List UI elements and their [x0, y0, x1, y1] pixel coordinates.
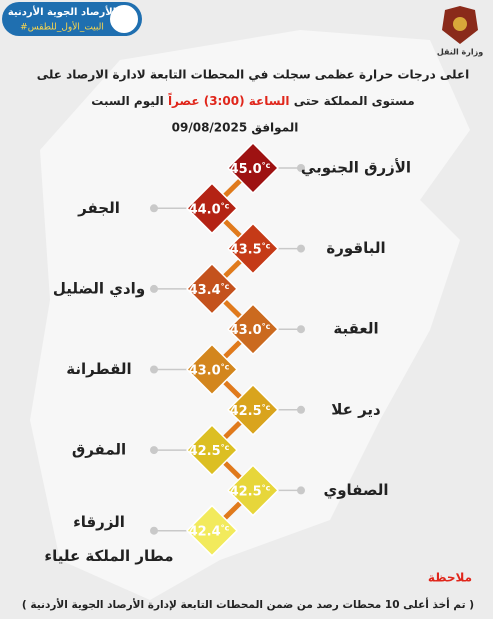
- station-name: العقبة: [333, 320, 378, 338]
- logo: الأرصاد الجوية الأردنية #البيت_الأول_للط…: [2, 2, 142, 36]
- diamond: [186, 182, 238, 235]
- station-name: المفرق: [72, 441, 126, 459]
- temperature-value: 43.0: [189, 363, 221, 378]
- station-name: دير علا: [331, 400, 381, 418]
- temperature-value: 42.5: [230, 403, 262, 418]
- logo-circle: [108, 3, 140, 35]
- emblem-center: [453, 17, 467, 31]
- title-line: مستوى المملكة حتى الساعة (3:00) عصراً ال…: [91, 92, 414, 109]
- leader-dot: [150, 284, 158, 293]
- leader-dot: [297, 164, 305, 172]
- diamond: [186, 263, 238, 315]
- diamond: [186, 504, 238, 557]
- diamond: [227, 464, 279, 517]
- leader-dot: [297, 244, 305, 253]
- temperature-unit: °c: [221, 523, 230, 532]
- diamond: [227, 142, 279, 194]
- note-text: ( تم أخذ أعلى 10 محطات رصد من ضمن المحطا…: [22, 597, 474, 611]
- station-name: الجفر: [77, 199, 120, 217]
- temperature: 42.5°c: [230, 402, 271, 418]
- leader-dot: [297, 325, 305, 334]
- logo-tag: #البيت_الأول_للطقس: [20, 21, 104, 33]
- temperature-value: 42.4: [189, 524, 221, 539]
- station-name: مطار الملكة علياء: [44, 547, 173, 565]
- temperature: 43.0°c: [230, 322, 271, 338]
- temperature-unit: °c: [221, 443, 230, 452]
- leader-dot: [150, 526, 158, 535]
- leader-dot: [150, 365, 158, 374]
- station-name: وادي الضليل: [53, 279, 145, 298]
- note-title: ملاحظة: [428, 571, 472, 585]
- logo-badge: [2, 2, 142, 36]
- leader-dot: [297, 405, 305, 414]
- temperature-value: 43.4: [189, 282, 221, 297]
- temperature-unit: °c: [262, 322, 271, 331]
- diamond: [227, 222, 279, 275]
- diamond: [227, 303, 279, 355]
- temperature: 42.5°c: [230, 483, 271, 499]
- temperature-unit: °c: [262, 161, 271, 170]
- temperature: 45.0°c: [230, 161, 271, 177]
- temperature: 44.0°c: [189, 201, 230, 217]
- temperature-value: 45.0: [230, 162, 262, 177]
- temperature: 43.0°c: [189, 362, 230, 378]
- emblem: وزارة النقل: [437, 6, 483, 57]
- temperature-unit: °c: [262, 483, 271, 492]
- date: الموافق 09/08/2025: [172, 121, 299, 136]
- station-name: الصفاوي: [323, 481, 388, 500]
- temperature-unit: °c: [221, 201, 230, 210]
- title-part: مستوى المملكة حتى: [294, 94, 415, 109]
- station-name: الباقورة: [326, 239, 385, 257]
- temperature-unit: °c: [221, 281, 230, 290]
- emblem-caption: وزارة النقل: [437, 48, 483, 57]
- station-name: الزرقاء: [73, 513, 125, 531]
- logo-title: الأرصاد الجوية الأردنية: [8, 5, 116, 18]
- temperature-value: 42.5: [230, 484, 262, 499]
- diamond: [227, 384, 279, 436]
- temperature: 42.4°c: [189, 523, 230, 539]
- title-line: اعلى درجات حرارة عظمى سجلت في المحطات ال…: [37, 68, 470, 82]
- temperature-value: 42.5: [189, 444, 221, 459]
- diamond: [186, 424, 238, 476]
- temperature-unit: °c: [221, 362, 230, 371]
- title-part: اليوم السبت: [91, 94, 163, 109]
- leader-dot: [297, 486, 305, 495]
- leader-dot: [150, 204, 158, 213]
- temperature: 42.5°c: [189, 443, 230, 459]
- temperature: 43.5°c: [230, 241, 271, 257]
- station-name: القطرانة: [66, 360, 131, 378]
- temperature-value: 44.0: [189, 202, 221, 217]
- temperature: 43.4°c: [189, 281, 230, 297]
- temperature-value: 43.0: [230, 323, 262, 338]
- diamond: [186, 343, 238, 396]
- temperature-unit: °c: [262, 241, 271, 250]
- title-highlight: الساعة (3:00) عصراً: [168, 92, 290, 108]
- temperature-unit: °c: [262, 402, 271, 411]
- leader-dot: [150, 446, 158, 455]
- temperature-value: 43.5: [230, 242, 262, 257]
- station-name: الأزرق الجنوبي: [301, 159, 411, 177]
